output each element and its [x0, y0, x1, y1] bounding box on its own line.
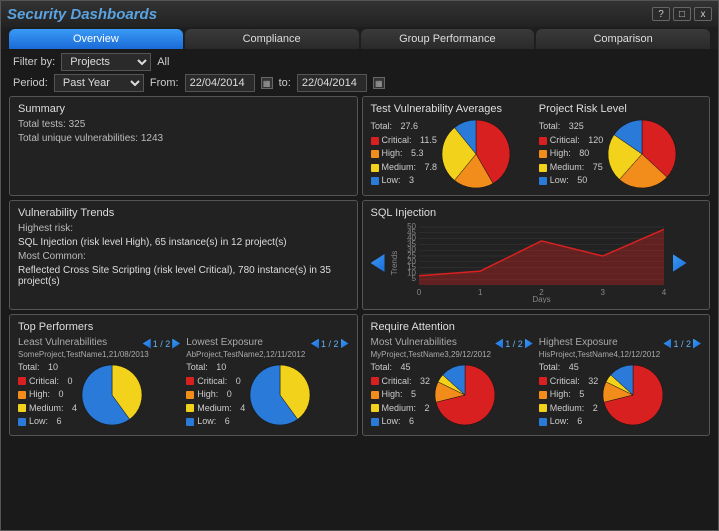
lowest-pie — [249, 364, 311, 426]
chart-title: SQL Injection — [371, 207, 702, 219]
help-button[interactable]: ? — [652, 7, 670, 21]
risk-legend: Total: 325 Critical: 120 High: 80 Medium… — [539, 120, 604, 188]
maximize-button[interactable]: □ — [673, 7, 691, 21]
most-vulns-block: Most Vulnerabilities 1 / 2 MyProject,Tes… — [371, 337, 533, 429]
filter-by-select[interactable]: Projects — [61, 53, 151, 71]
from-label: From: — [150, 77, 179, 89]
panel-averages-risk: Test Vulnerability Averages Total: 27.6 … — [362, 96, 711, 196]
highest-pie — [602, 364, 664, 426]
total-vuln-value: 1243 — [141, 133, 163, 144]
tab-group-performance[interactable]: Group Performance — [361, 29, 535, 49]
least-pager[interactable]: 1 / 2 — [143, 339, 181, 349]
risk-pie-chart — [607, 119, 677, 189]
avg-title: Test Vulnerability Averages — [371, 103, 533, 115]
highest-risk-value: SQL Injection (risk level High), 65 inst… — [18, 237, 349, 248]
most-pager[interactable]: 1 / 2 — [495, 339, 533, 349]
highest-exposure-block: Highest Exposure 1 / 2 HisProject,TestNa… — [539, 337, 701, 429]
least-title: Least Vulnerabilities — [18, 337, 107, 348]
highest-risk-label: Highest risk: — [18, 223, 349, 234]
chart-prev-arrow[interactable] — [371, 254, 385, 272]
lowest-title: Lowest Exposure — [186, 337, 263, 348]
to-date-input[interactable] — [297, 74, 367, 92]
svg-text:4: 4 — [661, 288, 666, 297]
most-sub: MyProject,TestName3,29/12/2012 — [371, 350, 533, 359]
period-select[interactable]: Past Year — [54, 74, 144, 92]
highest-pager[interactable]: 1 / 2 — [663, 339, 701, 349]
from-date-input[interactable] — [185, 74, 255, 92]
svg-text:Trends: Trends — [390, 251, 399, 276]
attn-title: Require Attention — [371, 321, 702, 333]
most-pie — [434, 364, 496, 426]
lowest-exposure-block: Lowest Exposure 1 / 2 AbProject,TestName… — [186, 337, 348, 429]
close-button[interactable]: x — [694, 7, 712, 21]
total-vuln-label: Total unique vulnerabilities: — [18, 133, 138, 144]
avg-pie-chart — [441, 119, 511, 189]
total-tests-label: Total tests: — [18, 119, 66, 130]
test-vuln-averages: Test Vulnerability Averages Total: 27.6 … — [371, 103, 533, 189]
svg-text:50: 50 — [407, 223, 416, 231]
svg-text:Days: Days — [532, 295, 550, 303]
least-vulns-block: Least Vulnerabilities 1 / 2 SomeProject,… — [18, 337, 180, 429]
most-title: Most Vulnerabilities — [371, 337, 457, 348]
filter-by-label: Filter by: — [13, 56, 55, 68]
risk-title: Project Risk Level — [539, 103, 701, 115]
most-common-label: Most Common: — [18, 251, 349, 262]
panel-vuln-trends: Vulnerability Trends Highest risk: SQL I… — [9, 200, 358, 310]
top-title: Top Performers — [18, 321, 349, 333]
svg-text:1: 1 — [478, 288, 483, 297]
calendar-icon[interactable]: ▦ — [261, 77, 273, 89]
panel-require-attention: Require Attention Most Vulnerabilities 1… — [362, 314, 711, 436]
titlebar: Security Dashboards ? □ x — [1, 1, 718, 27]
tab-comparison[interactable]: Comparison — [536, 29, 710, 49]
least-sub: SomeProject,TestName1,21/08/2013 — [18, 350, 180, 359]
to-label: to: — [279, 77, 291, 89]
summary-title: Summary — [18, 103, 349, 115]
svg-text:0: 0 — [416, 288, 421, 297]
avg-legend: Total: 27.6 Critical: 11.5 High: 5.3 Med… — [371, 120, 438, 188]
tab-bar: Overview Compliance Group Performance Co… — [1, 27, 718, 49]
highest-sub: HisProject,TestName4,12/12/2012 — [539, 350, 701, 359]
total-tests-value: 325 — [69, 119, 86, 130]
filter-bar: Filter by: Projects All Period: Past Yea… — [1, 49, 718, 96]
panel-summary: Summary Total tests: 325 Total unique vu… — [9, 96, 358, 196]
project-risk-level: Project Risk Level Total: 325 Critical: … — [539, 103, 701, 189]
panel-sql-injection: SQL Injection 510152025303540455001234Tr… — [362, 200, 711, 310]
app-title: Security Dashboards — [7, 6, 649, 23]
dashboard-grid: Summary Total tests: 325 Total unique vu… — [1, 96, 718, 444]
lowest-sub: AbProject,TestName2,12/11/2012 — [186, 350, 348, 359]
tab-compliance[interactable]: Compliance — [185, 29, 359, 49]
panel-top-performers: Top Performers Least Vulnerabilities 1 /… — [9, 314, 358, 436]
tab-overview[interactable]: Overview — [9, 29, 183, 49]
svg-text:3: 3 — [600, 288, 605, 297]
highest-title: Highest Exposure — [539, 337, 618, 348]
trends-title: Vulnerability Trends — [18, 207, 349, 219]
period-label: Period: — [13, 77, 48, 89]
sql-injection-chart: 510152025303540455001234TrendsDays — [389, 223, 669, 303]
filter-all[interactable]: All — [157, 56, 169, 68]
calendar-icon[interactable]: ▦ — [373, 77, 385, 89]
chart-next-arrow[interactable] — [673, 254, 687, 272]
least-pie — [81, 364, 143, 426]
most-common-value: Reflected Cross Site Scripting (risk lev… — [18, 265, 349, 287]
lowest-pager[interactable]: 1 / 2 — [311, 339, 349, 349]
